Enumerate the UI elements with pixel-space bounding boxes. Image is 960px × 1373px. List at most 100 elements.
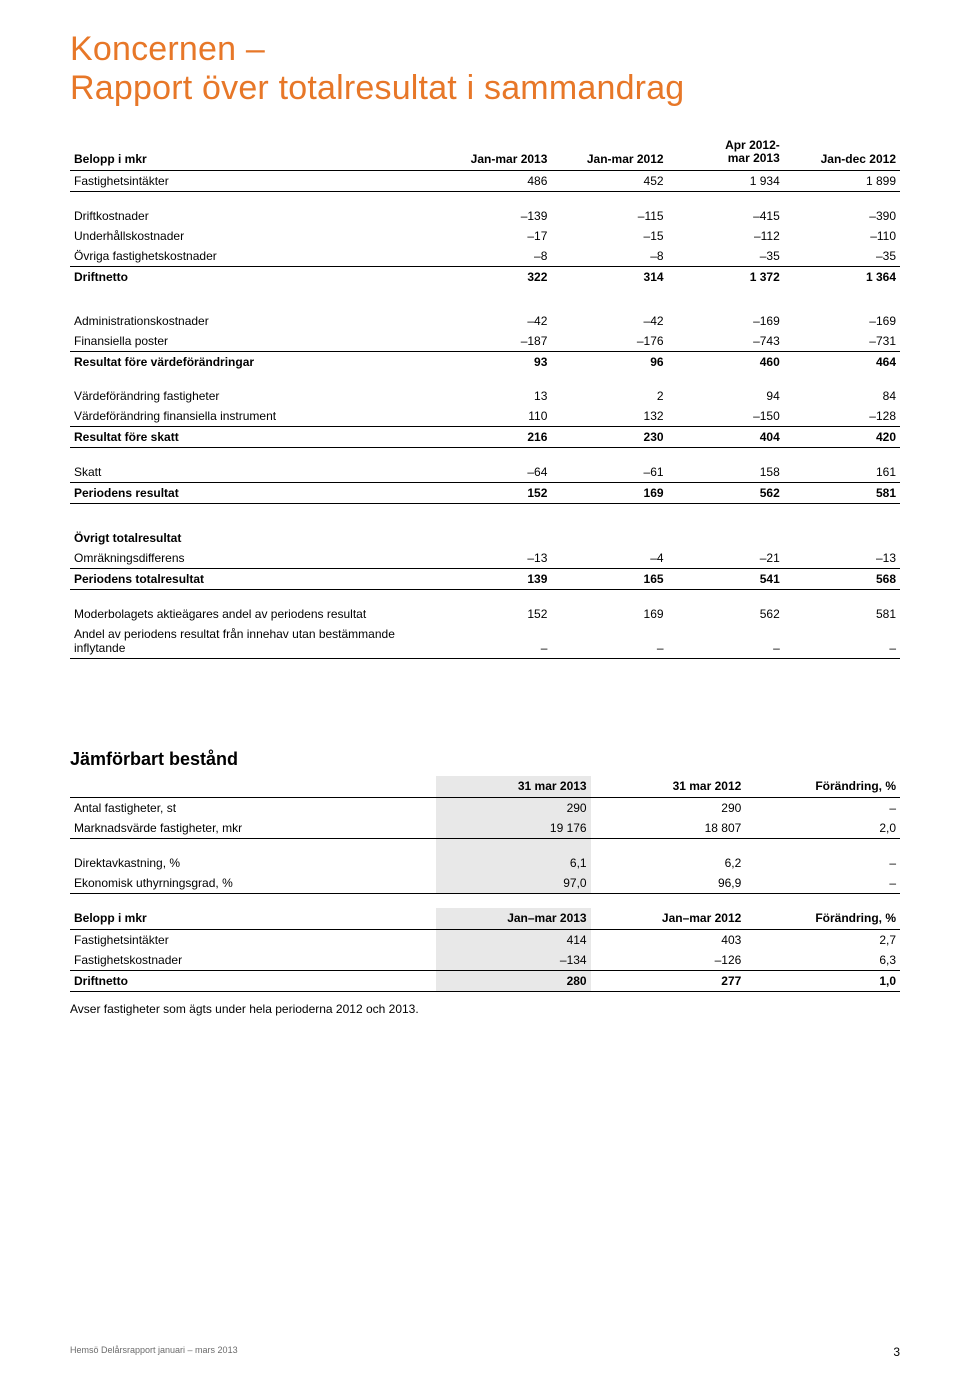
row-value: –42: [435, 311, 551, 331]
row-label: Direktavkastning, %: [70, 853, 436, 873]
t2b-col-header-3: Förändring, %: [745, 908, 900, 930]
table-row: Finansiella poster–187–176–743–731: [70, 331, 900, 352]
row-value: –: [551, 624, 667, 659]
table-row: Moderbolagets aktieägares andel av perio…: [70, 604, 900, 624]
row-value: 84: [784, 386, 900, 406]
table-row: [70, 503, 900, 528]
col-header-1: Jan-mar 2013: [435, 136, 551, 170]
row-value: 110: [435, 406, 551, 427]
row-value: 290: [591, 797, 746, 818]
row-value: –13: [784, 548, 900, 569]
row-value: 230: [551, 426, 667, 447]
table-row: Skatt–64–61158161: [70, 462, 900, 483]
table-header-row: Belopp i mkr Jan-mar 2013 Jan-mar 2012 A…: [70, 136, 900, 170]
row-value: 216: [435, 426, 551, 447]
row-value: 6,1: [436, 853, 591, 873]
page-title-line2: Rapport över totalresultat i sammandrag: [70, 69, 900, 108]
row-value: –150: [668, 406, 784, 427]
row-value: 460: [668, 351, 784, 372]
table-row: Fastighetsintäkter4864521 9341 899: [70, 170, 900, 191]
t2a-col-header-1: 31 mar 2013: [436, 776, 591, 798]
row-value: 96,9: [591, 873, 746, 894]
table-row: Marknadsvärde fastigheter, mkr19 17618 8…: [70, 818, 900, 839]
row-value: –: [668, 624, 784, 659]
row-value: 6,3: [745, 950, 900, 971]
row-value: –8: [435, 246, 551, 267]
row-value: –415: [668, 206, 784, 226]
row-label: Administrationskostnader: [70, 311, 435, 331]
row-value: –: [745, 853, 900, 873]
table-row: Driftnetto2802771,0: [70, 970, 900, 991]
table-row: Driftnetto3223141 3721 364: [70, 266, 900, 287]
table-row: [70, 191, 900, 206]
row-value: 322: [435, 266, 551, 287]
row-value: 486: [435, 170, 551, 191]
row-value: –35: [784, 246, 900, 267]
table-row: [70, 447, 900, 462]
row-value: –13: [435, 548, 551, 569]
table-row: Periodens resultat152169562581: [70, 482, 900, 503]
row-label: Fastighetskostnader: [70, 950, 436, 971]
row-label: Resultat före värdeförändringar: [70, 351, 435, 372]
footnote: Avser fastigheter som ägts under hela pe…: [70, 1002, 900, 1016]
row-value: 13: [435, 386, 551, 406]
row-value: [435, 528, 551, 548]
row-value: 1,0: [745, 970, 900, 991]
table-row: Värdeförändring finansiella instrument11…: [70, 406, 900, 427]
row-value: –731: [784, 331, 900, 352]
row-value: 158: [668, 462, 784, 483]
table-row: [70, 838, 900, 853]
t2b-col-header-0: Belopp i mkr: [70, 908, 436, 930]
row-value: –169: [668, 311, 784, 331]
table-row: Direktavkastning, %6,16,2–: [70, 853, 900, 873]
row-value: –187: [435, 331, 551, 352]
table-row: Underhållskostnader–17–15–112–110: [70, 226, 900, 246]
t2a-col-header-2: 31 mar 2012: [591, 776, 746, 798]
row-value: –4: [551, 548, 667, 569]
table-row: Omräkningsdifferens–13–4–21–13: [70, 548, 900, 569]
row-value: 93: [435, 351, 551, 372]
row-value: –35: [668, 246, 784, 267]
comparable-table-b: Belopp i mkr Jan–mar 2013 Jan–mar 2012 F…: [70, 908, 900, 992]
row-value: 404: [668, 426, 784, 447]
page: Koncernen – Rapport över totalresultat i…: [0, 0, 960, 1373]
row-value: 420: [784, 426, 900, 447]
row-label: Underhållskostnader: [70, 226, 435, 246]
row-value: 161: [784, 462, 900, 483]
row-value: –110: [784, 226, 900, 246]
row-label: Periodens totalresultat: [70, 568, 435, 589]
row-label: Omräkningsdifferens: [70, 548, 435, 569]
row-value: 280: [436, 970, 591, 991]
row-label: Värdeförändring fastigheter: [70, 386, 435, 406]
row-value: –: [745, 797, 900, 818]
row-label: Moderbolagets aktieägares andel av perio…: [70, 604, 435, 624]
row-value: –8: [551, 246, 667, 267]
table-row: Antal fastigheter, st290290–: [70, 797, 900, 818]
row-value: 94: [668, 386, 784, 406]
row-value: –64: [435, 462, 551, 483]
row-value: –: [784, 624, 900, 659]
row-label: Övriga fastighetskostnader: [70, 246, 435, 267]
page-title-line1: Koncernen –: [70, 30, 900, 69]
col-header-label: Belopp i mkr: [70, 136, 435, 170]
table2b-header-row: Belopp i mkr Jan–mar 2013 Jan–mar 2012 F…: [70, 908, 900, 930]
table-row: Övrigt totalresultat: [70, 528, 900, 548]
page-footer: Hemsö Delårsrapport januari – mars 2013 …: [70, 1345, 900, 1359]
row-value: [668, 528, 784, 548]
row-label: Fastighetsintäkter: [70, 929, 436, 950]
t2b-col-header-2: Jan–mar 2012: [591, 908, 746, 930]
row-label: Antal fastigheter, st: [70, 797, 436, 818]
row-value: –176: [551, 331, 667, 352]
row-label: Övrigt totalresultat: [70, 528, 435, 548]
row-value: 277: [591, 970, 746, 991]
row-value: –42: [551, 311, 667, 331]
row-value: –126: [591, 950, 746, 971]
row-value: 581: [784, 482, 900, 503]
row-value: 139: [435, 568, 551, 589]
row-value: 152: [435, 482, 551, 503]
row-value: 19 176: [436, 818, 591, 839]
row-value: 414: [436, 929, 591, 950]
row-value: 541: [668, 568, 784, 589]
row-value: –139: [435, 206, 551, 226]
row-value: 581: [784, 604, 900, 624]
